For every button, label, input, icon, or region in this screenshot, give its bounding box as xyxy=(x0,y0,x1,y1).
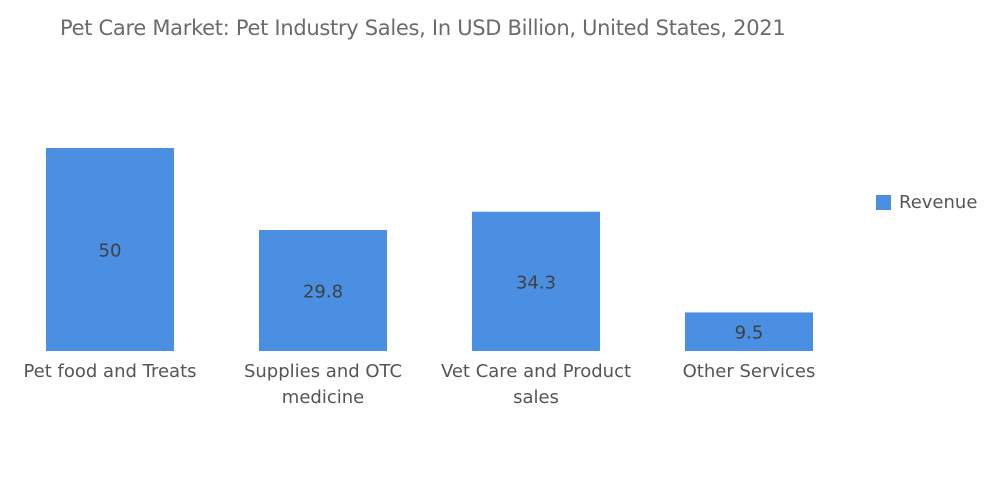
chart-title: Pet Care Market: Pet Industry Sales, In … xyxy=(60,16,786,40)
legend-label-revenue: Revenue xyxy=(899,192,978,213)
category-label-2: Vet Care and Product xyxy=(441,361,631,382)
bar-3 xyxy=(685,312,813,351)
data-label-3: 9.5 xyxy=(735,323,764,344)
category-label-3: Other Services xyxy=(683,361,816,382)
bar-0 xyxy=(46,148,174,351)
category-label-0: Pet food and Treats xyxy=(23,361,196,382)
bar-1 xyxy=(259,230,387,351)
category-label-2: sales xyxy=(513,387,559,408)
category-label-1: medicine xyxy=(282,387,364,408)
data-label-0: 50 xyxy=(99,241,122,262)
bar-2 xyxy=(472,211,600,351)
legend-swatch-revenue xyxy=(876,195,891,210)
data-label-2: 34.3 xyxy=(516,272,556,293)
legend: Revenue xyxy=(876,192,977,213)
data-label-1: 29.8 xyxy=(303,282,343,303)
category-label-1: Supplies and OTC xyxy=(244,361,402,382)
